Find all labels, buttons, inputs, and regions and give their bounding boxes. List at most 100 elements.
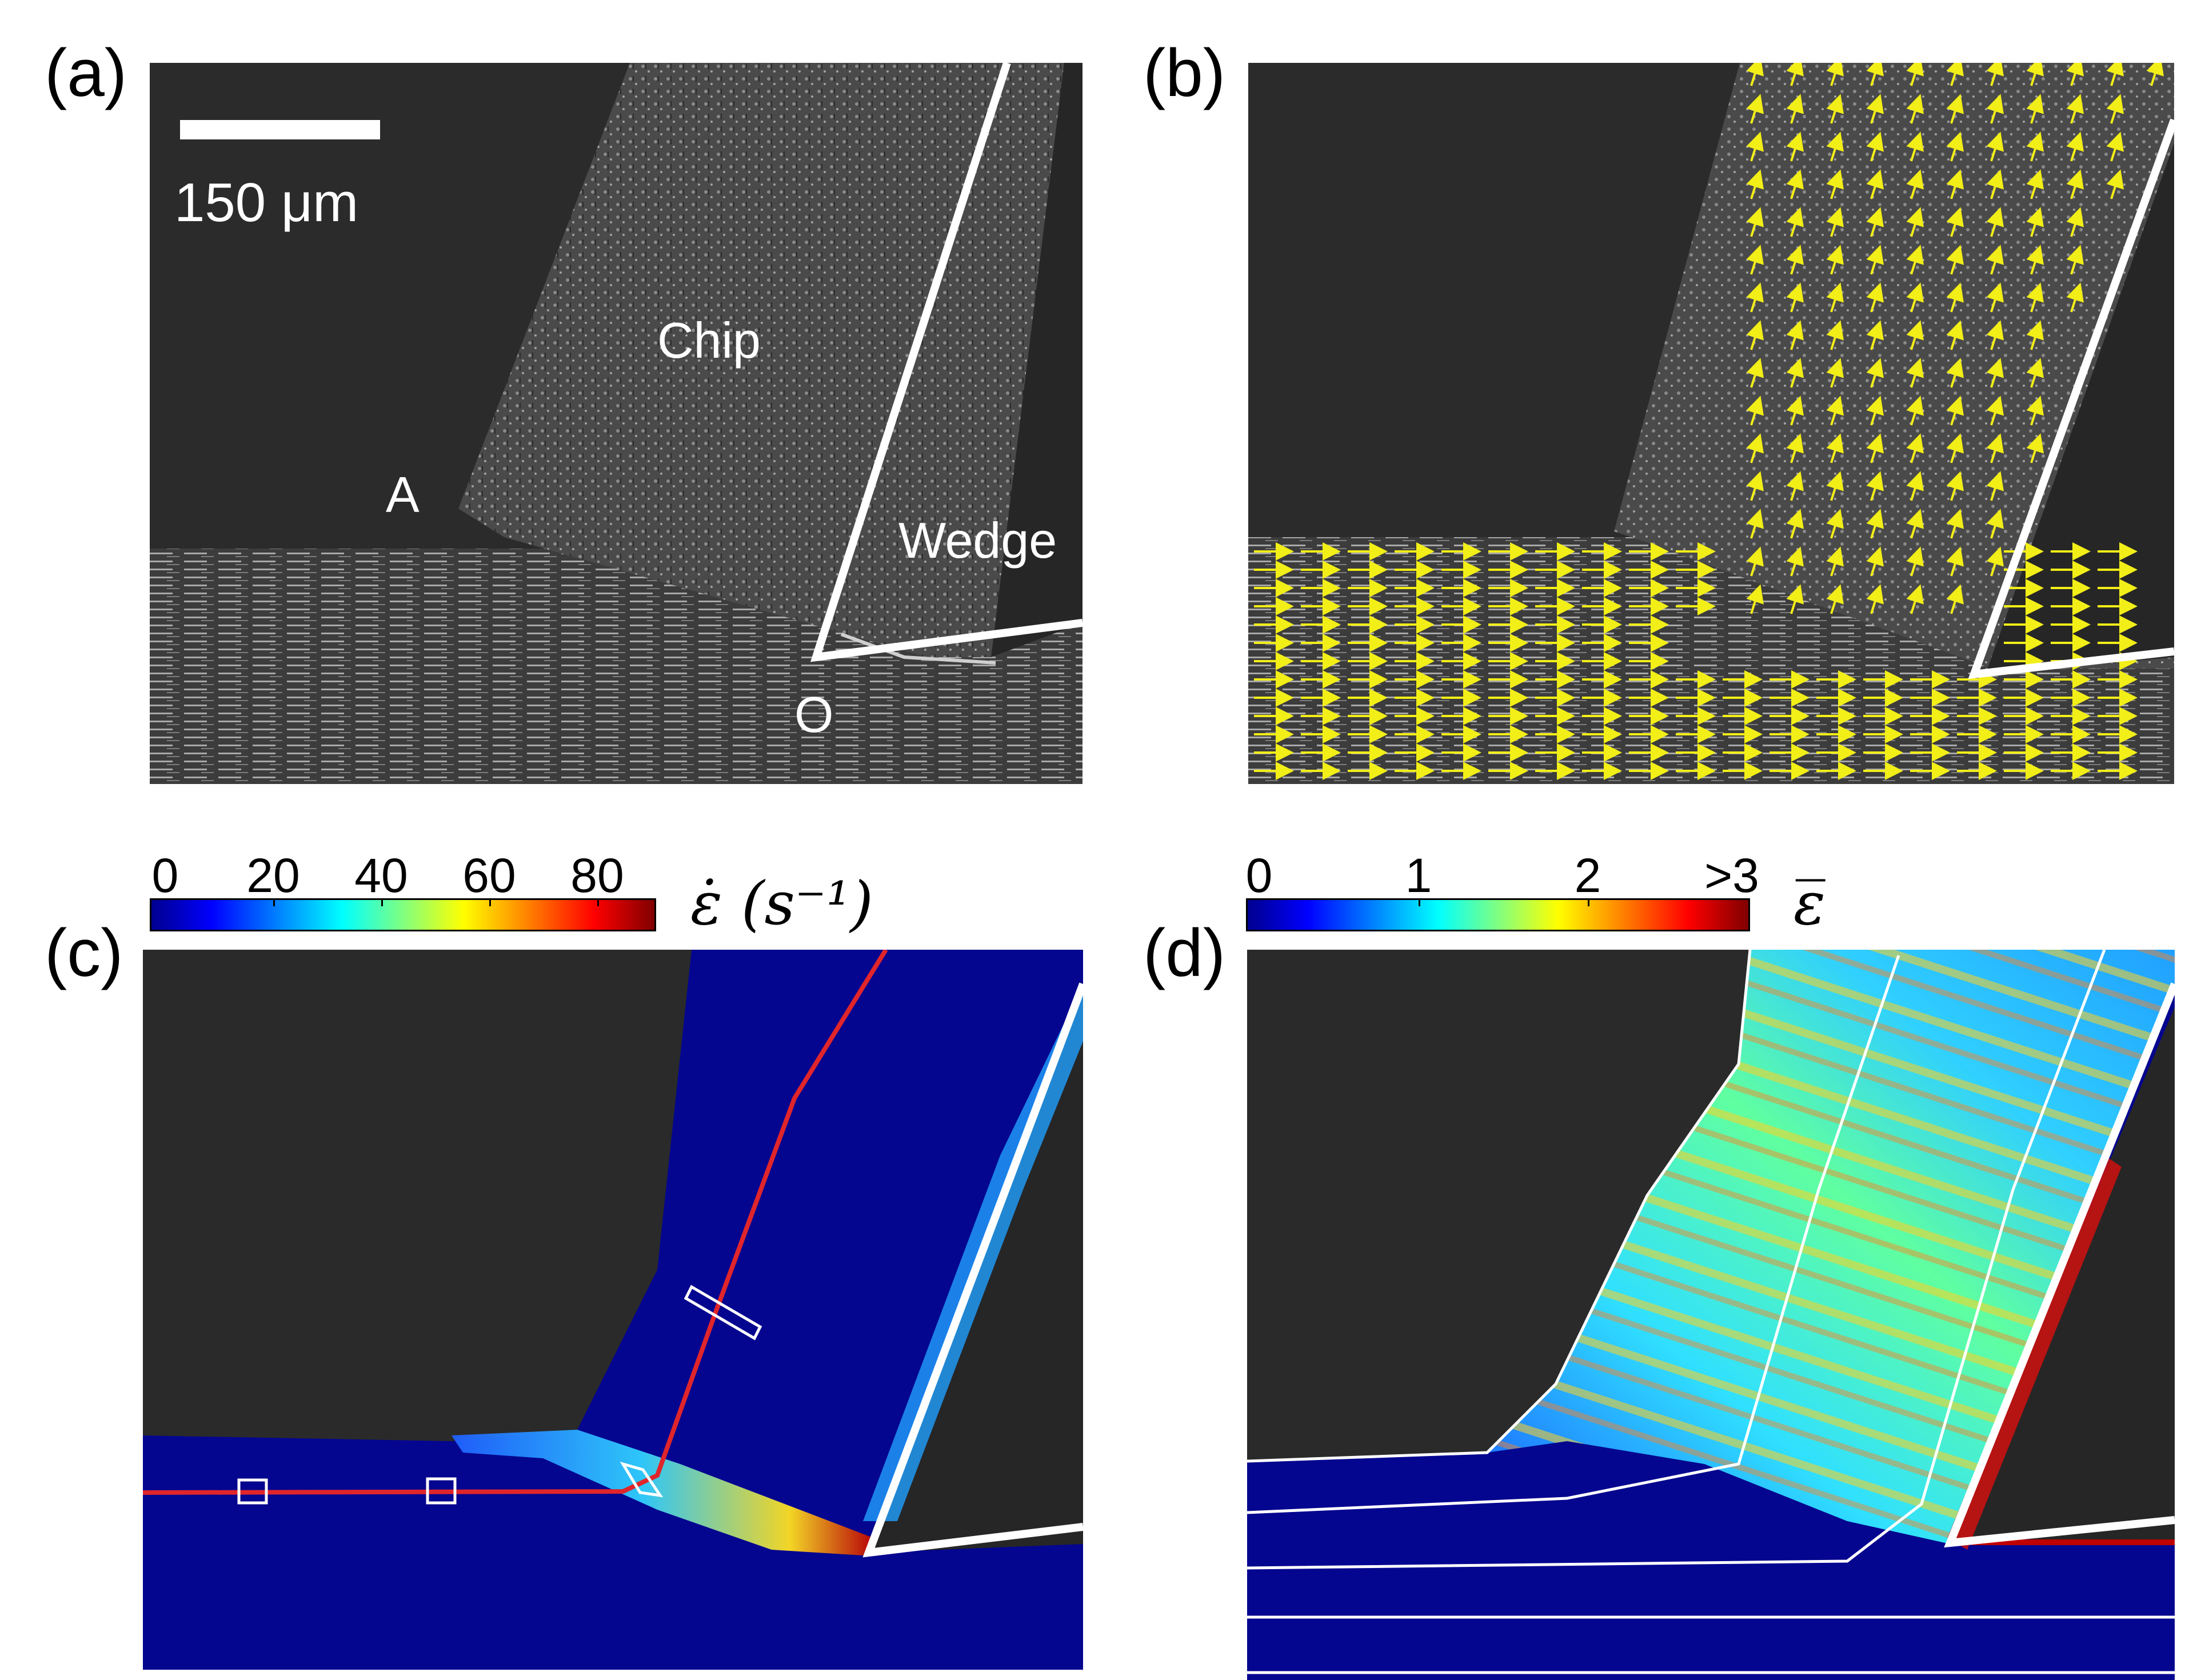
- velocity-vector: [1986, 358, 2004, 388]
- velocity-vector: [2106, 94, 2124, 124]
- velocity-vector: [1746, 282, 1764, 313]
- velocity-vector: [1986, 509, 2004, 539]
- velocity-vector: [1906, 358, 1924, 388]
- velocity-vector: [1946, 320, 1964, 350]
- velocity-vector: [1866, 245, 1884, 275]
- velocity-vector: [1786, 546, 1804, 577]
- velocity-vector: [1746, 509, 1764, 539]
- velocity-vector: [1946, 131, 1964, 162]
- velocity-vector: [1786, 509, 1804, 539]
- velocity-vector: [1786, 207, 1804, 237]
- colorbar-c-tick-1: 20: [246, 849, 300, 902]
- velocity-vector: [2026, 282, 2044, 313]
- velocity-vector: [2026, 358, 2044, 388]
- velocity-vector: [1906, 63, 1924, 86]
- velocity-vector: [2106, 169, 2124, 199]
- velocity-vector: [1826, 282, 1844, 313]
- velocity-vector: [1946, 509, 1964, 539]
- velocity-vector: [1786, 471, 1804, 501]
- velocity-vector: [1786, 320, 1804, 350]
- velocity-vector: [1946, 94, 1964, 124]
- velocity-vector: [1906, 471, 1924, 501]
- velocity-vector: [1906, 395, 1924, 426]
- velocity-vector: [1946, 546, 1964, 577]
- velocity-vector: [1946, 207, 1964, 237]
- velocity-vector: [1906, 94, 1924, 124]
- velocity-vector: [1746, 433, 1764, 463]
- velocity-vector: [1906, 433, 1924, 463]
- velocity-vector: [1986, 169, 2004, 199]
- velocity-vector: [2026, 207, 2044, 237]
- velocity-vector: [1746, 546, 1764, 577]
- velocity-vector: [1746, 94, 1764, 124]
- colorbar-c-tick-3: 60: [462, 849, 516, 902]
- colorbar-d-tick-0: 0: [1245, 849, 1273, 902]
- velocity-vector: [1866, 546, 1884, 577]
- velocity-vector: [1866, 131, 1884, 162]
- velocity-vector: [1986, 63, 2004, 86]
- velocity-vector: [2106, 131, 2124, 162]
- velocity-vector: [1906, 245, 1924, 275]
- velocity-vector: [1946, 358, 1964, 388]
- velocity-vector: [1866, 433, 1884, 463]
- velocity-vector: [2026, 245, 2044, 275]
- velocity-vector: [2026, 395, 2044, 426]
- velocity-vector: [1746, 131, 1764, 162]
- velocity-vector: [1746, 584, 1764, 614]
- chip-label: Chip: [657, 312, 761, 369]
- velocity-vector: [1826, 94, 1844, 124]
- velocity-vector: [1826, 207, 1844, 237]
- wedge-outline-a: [810, 63, 1082, 662]
- velocity-vector: [1946, 169, 1964, 199]
- velocity-vector: [2026, 63, 2044, 86]
- point-a-label: A: [386, 466, 420, 523]
- velocity-vector: [2066, 169, 2084, 199]
- velocity-vector: [1986, 207, 2004, 237]
- colorbar-c-tickmark: [273, 898, 275, 906]
- velocity-vector: [1906, 584, 1924, 614]
- velocity-field-b: [1248, 63, 2174, 784]
- velocity-vector: [1826, 63, 1844, 86]
- velocity-vector: [1866, 63, 1884, 86]
- velocity-vector: [1906, 282, 1924, 313]
- point-o-label: O: [794, 686, 834, 743]
- velocity-vector: [1826, 358, 1844, 388]
- velocity-vector: [1986, 546, 2004, 577]
- colorbar-c-tickmark: [381, 898, 383, 906]
- colorbar-c-tick-2: 40: [354, 849, 408, 902]
- colorbar-d-tick-3: >3: [1704, 849, 1759, 902]
- velocity-vector: [1786, 131, 1804, 162]
- velocity-vector: [1866, 94, 1884, 124]
- micrograph-a: [150, 63, 1082, 784]
- velocity-vector: [1866, 282, 1884, 313]
- velocity-vector: [1826, 584, 1844, 614]
- velocity-vector: [1786, 584, 1804, 614]
- velocity-vector: [1786, 169, 1804, 199]
- velocity-vector: [1946, 433, 1964, 463]
- panel-label-c: (c): [45, 915, 123, 991]
- velocity-vector: [1986, 320, 2004, 350]
- velocity-vector: [1866, 169, 1884, 199]
- panel-label-b: (b): [1143, 35, 1226, 111]
- velocity-vector: [1786, 94, 1804, 124]
- velocity-vector: [1986, 395, 2004, 426]
- colorbar-d: [1246, 898, 1750, 931]
- strain-map-d: [1247, 950, 2175, 1680]
- velocity-vector: [1986, 94, 2004, 124]
- colorbar-d-title: ε̅: [1793, 869, 1825, 938]
- velocity-vector: [1866, 395, 1884, 426]
- velocity-vector: [2146, 63, 2164, 86]
- velocity-vector: [1786, 395, 1804, 426]
- strain-rate-map-c: [143, 950, 1083, 1670]
- velocity-vector: [2066, 282, 2084, 313]
- velocity-vector: [1826, 131, 1844, 162]
- velocity-vector: [1906, 169, 1924, 199]
- velocity-vector: [1746, 207, 1764, 237]
- velocity-vector: [1746, 358, 1764, 388]
- velocity-vector: [1866, 320, 1884, 350]
- velocity-vector: [2106, 63, 2124, 86]
- velocity-vector: [1986, 245, 2004, 275]
- velocity-vector: [2066, 131, 2084, 162]
- velocity-vector: [2066, 207, 2084, 237]
- colorbar-d-tickmark: [1588, 898, 1589, 906]
